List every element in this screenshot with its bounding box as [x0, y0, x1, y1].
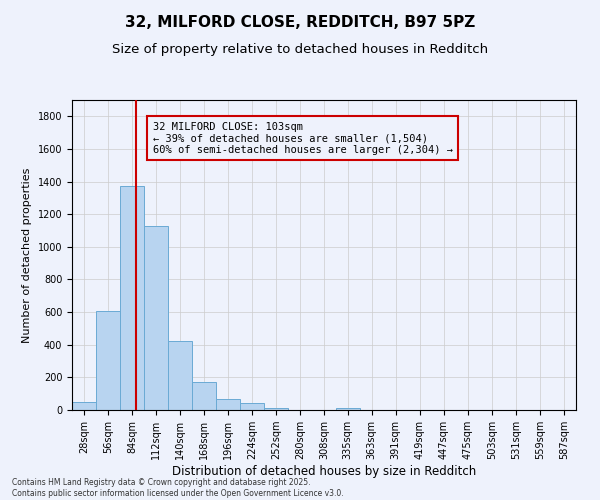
X-axis label: Distribution of detached houses by size in Redditch: Distribution of detached houses by size … — [172, 465, 476, 478]
Bar — [216, 400, 240, 410]
Bar — [335, 408, 359, 410]
Text: 32 MILFORD CLOSE: 103sqm
← 39% of detached houses are smaller (1,504)
60% of sem: 32 MILFORD CLOSE: 103sqm ← 39% of detach… — [152, 122, 452, 155]
Bar — [265, 408, 289, 410]
Bar — [72, 402, 96, 410]
Bar — [240, 404, 265, 410]
Text: Size of property relative to detached houses in Redditch: Size of property relative to detached ho… — [112, 42, 488, 56]
Bar — [144, 226, 168, 410]
Bar — [96, 312, 120, 410]
Bar — [120, 186, 144, 410]
Text: Contains HM Land Registry data © Crown copyright and database right 2025.
Contai: Contains HM Land Registry data © Crown c… — [12, 478, 344, 498]
Bar — [192, 382, 216, 410]
Bar — [168, 340, 192, 410]
Text: 32, MILFORD CLOSE, REDDITCH, B97 5PZ: 32, MILFORD CLOSE, REDDITCH, B97 5PZ — [125, 15, 475, 30]
Y-axis label: Number of detached properties: Number of detached properties — [22, 168, 32, 342]
